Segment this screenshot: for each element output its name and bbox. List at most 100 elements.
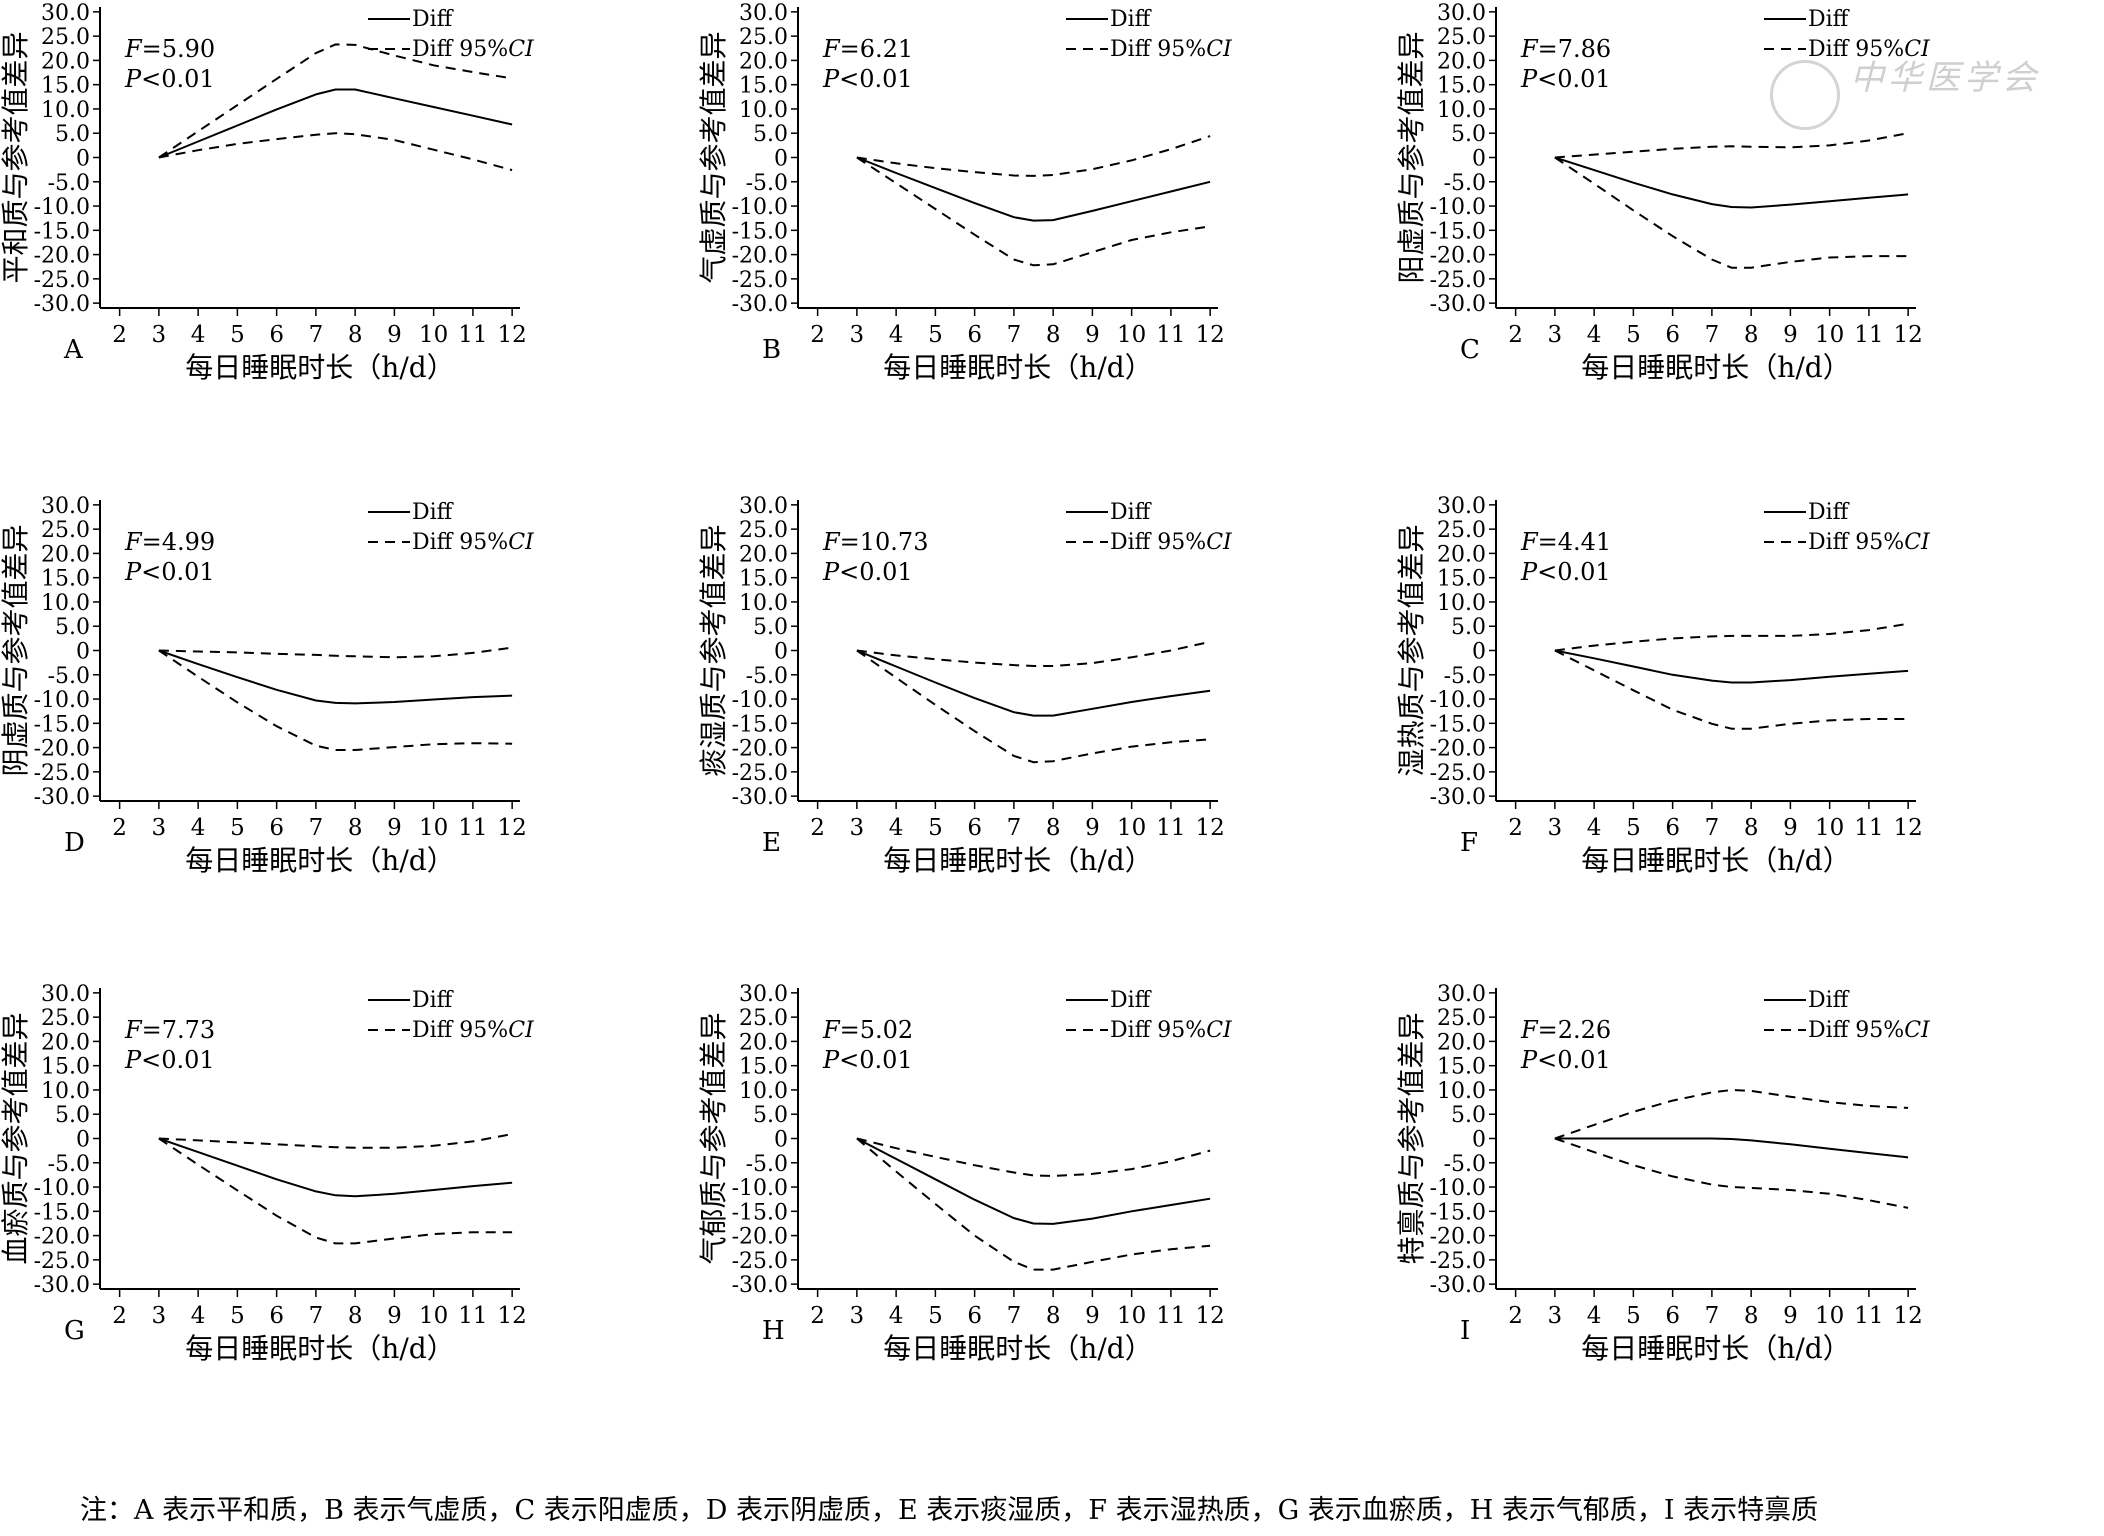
- x-tick-label: 7: [1007, 815, 1022, 841]
- y-tick-label: -15.0: [732, 712, 788, 737]
- x-tick-label: 2: [112, 322, 127, 348]
- x-tick-label: 7: [309, 1303, 324, 1329]
- y-tick-label: 0: [774, 640, 788, 665]
- y-tick-label: 30.0: [739, 1, 788, 26]
- x-tick-label: 6: [967, 322, 982, 348]
- x-tick-label: 8: [1046, 322, 1061, 348]
- y-tick-label: -30.0: [732, 292, 788, 317]
- x-tick-label: 11: [458, 815, 487, 841]
- y-axis-label: 血瘀质与参考值差异: [0, 1012, 32, 1264]
- legend-ci-label: Diff 95%CI: [412, 1018, 535, 1043]
- y-tick-label: -15.0: [732, 219, 788, 244]
- panel-letter: B: [762, 335, 781, 365]
- y-tick-label: -15.0: [1430, 712, 1486, 737]
- x-tick-label: 8: [348, 322, 363, 348]
- x-tick-label: 5: [230, 322, 245, 348]
- x-tick-label: 2: [112, 1303, 127, 1329]
- y-tick-label: -10.0: [732, 688, 788, 713]
- x-tick-label: 6: [967, 1303, 982, 1329]
- series-ci-line: [1554, 156, 1909, 269]
- x-tick-label: 4: [191, 1303, 206, 1329]
- y-tick-label: 25.0: [1437, 25, 1486, 50]
- x-tick-label: 7: [1007, 322, 1022, 348]
- y-tick-label: 15.0: [739, 74, 788, 99]
- y-tick-label: 0: [1472, 640, 1486, 665]
- y-tick-label: 5.0: [55, 122, 90, 147]
- series-ci-line: [1554, 1137, 1909, 1209]
- x-tick-label: 6: [269, 815, 284, 841]
- x-tick-label: 2: [810, 815, 825, 841]
- panel-letter: I: [1460, 1316, 1470, 1346]
- y-tick-label: 20.0: [41, 49, 90, 74]
- x-tick-label: 4: [889, 815, 904, 841]
- series-ci-line: [1554, 1089, 1909, 1140]
- series-diff-line: [856, 649, 1211, 717]
- x-tick-label: 12: [1894, 1303, 1923, 1329]
- x-tick-label: 7: [1705, 322, 1720, 348]
- x-axis-label: 每日睡眠时长（h/d）: [1581, 1332, 1850, 1365]
- stat-p: P<0.01: [1520, 558, 1611, 586]
- y-tick-label: 5.0: [753, 615, 788, 640]
- y-tick-label: 20.0: [739, 49, 788, 74]
- series-diff-line: [158, 88, 513, 159]
- x-tick-label: 3: [152, 815, 167, 841]
- legend-ci-label: Diff 95%CI: [412, 37, 535, 62]
- panel-letter: H: [762, 1316, 785, 1346]
- series-diff-line: [1554, 156, 1909, 209]
- stat-f: F=5.90: [124, 35, 215, 63]
- panel-letter: G: [64, 1316, 85, 1346]
- x-tick-label: 6: [269, 1303, 284, 1329]
- x-tick-label: 9: [387, 815, 402, 841]
- x-tick-label: 8: [1744, 1303, 1759, 1329]
- y-tick-label: -20.0: [34, 244, 90, 269]
- y-tick-label: 30.0: [1437, 982, 1486, 1007]
- y-tick-label: -25.0: [1430, 1249, 1486, 1274]
- y-tick-label: -5.0: [746, 1152, 788, 1177]
- y-axis-label: 阳虚质与参考值差异: [1395, 31, 1428, 283]
- x-tick-label: 11: [1156, 815, 1185, 841]
- x-tick-label: 8: [348, 1303, 363, 1329]
- y-tick-label: -5.0: [48, 1152, 90, 1177]
- legend-ci-label: Diff 95%CI: [1110, 530, 1233, 555]
- y-tick-label: 25.0: [739, 518, 788, 543]
- series-ci-line: [856, 1137, 1211, 1177]
- x-tick-label: 5: [1626, 322, 1641, 348]
- y-tick-label: -20.0: [732, 737, 788, 762]
- y-tick-label: -20.0: [1430, 1225, 1486, 1250]
- series-ci-line: [856, 1137, 1211, 1271]
- x-tick-label: 12: [1894, 322, 1923, 348]
- x-tick-label: 10: [1815, 322, 1844, 348]
- stat-f: F=7.86: [1520, 35, 1611, 63]
- y-axis-label: 痰湿质与参考值差异: [697, 524, 730, 776]
- series-ci-line: [158, 132, 513, 172]
- y-tick-label: -30.0: [34, 292, 90, 317]
- y-tick-label: 10.0: [739, 98, 788, 123]
- y-tick-label: -20.0: [34, 1225, 90, 1250]
- series-diff-line: [158, 649, 513, 705]
- x-tick-label: 3: [850, 815, 865, 841]
- y-tick-label: -30.0: [732, 1273, 788, 1298]
- x-tick-label: 8: [1744, 815, 1759, 841]
- x-tick-label: 3: [152, 322, 167, 348]
- y-tick-label: 15.0: [739, 1055, 788, 1080]
- x-tick-label: 4: [1587, 322, 1602, 348]
- panel-letter: A: [63, 335, 84, 365]
- legend-diff-label: Diff: [412, 7, 454, 32]
- y-tick-label: 0: [76, 1128, 90, 1153]
- x-tick-label: 9: [1783, 1303, 1798, 1329]
- series-diff-line: [158, 1137, 513, 1198]
- y-tick-label: -5.0: [746, 171, 788, 196]
- legend-diff-label: Diff: [412, 988, 454, 1013]
- x-tick-label: 8: [1744, 322, 1759, 348]
- panel-b: 30.025.020.015.010.05.00-5.0-10.0-15.0-2…: [697, 1, 1233, 384]
- y-tick-label: -25.0: [34, 761, 90, 786]
- y-tick-label: 30.0: [41, 982, 90, 1007]
- y-tick-label: 20.0: [1437, 49, 1486, 74]
- x-tick-label: 9: [1783, 322, 1798, 348]
- x-tick-label: 10: [1117, 815, 1146, 841]
- stat-p: P<0.01: [1520, 1046, 1611, 1074]
- y-tick-label: 0: [76, 640, 90, 665]
- stat-f: F=6.21: [822, 35, 913, 63]
- y-tick-label: 30.0: [739, 982, 788, 1007]
